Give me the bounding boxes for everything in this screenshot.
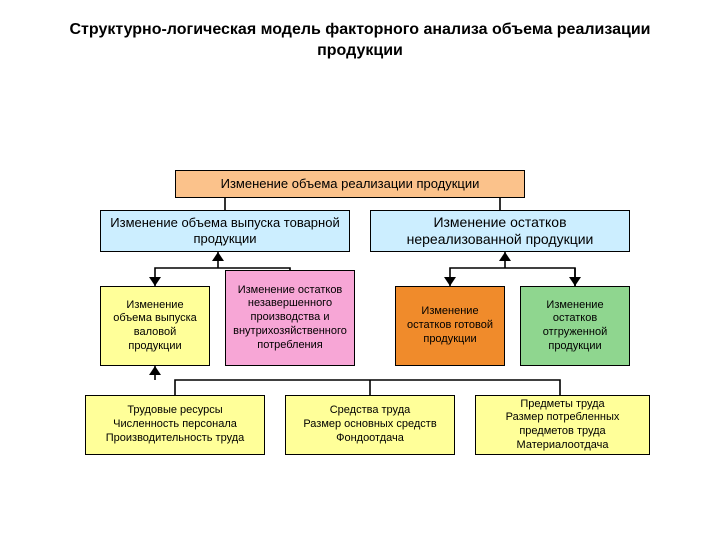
node-l2b: Изменение остатков нереализованной проду… <box>370 210 630 252</box>
node-l2a: Изменение объема выпуска товарной продук… <box>100 210 350 252</box>
node-l3b: Изменение остатков незавершенного произв… <box>225 270 355 366</box>
node-l3d: Изменение остатков отгруженной продукции <box>520 286 630 366</box>
connector-layer <box>0 0 720 540</box>
node-l4b: Средства труда Размер основных средств Ф… <box>285 395 455 455</box>
node-l4c: Предметы труда Размер потребленных предм… <box>475 395 650 455</box>
node-l3c: Изменение остатков готовой продукции <box>395 286 505 366</box>
diagram-title: Структурно-логическая модель факторного … <box>0 20 720 62</box>
node-l4a: Трудовые ресурсы Численность персонала П… <box>85 395 265 455</box>
node-top: Изменение объема реализации продукции <box>175 170 525 198</box>
node-l3a: Изменение объема выпуска валовой продукц… <box>100 286 210 366</box>
